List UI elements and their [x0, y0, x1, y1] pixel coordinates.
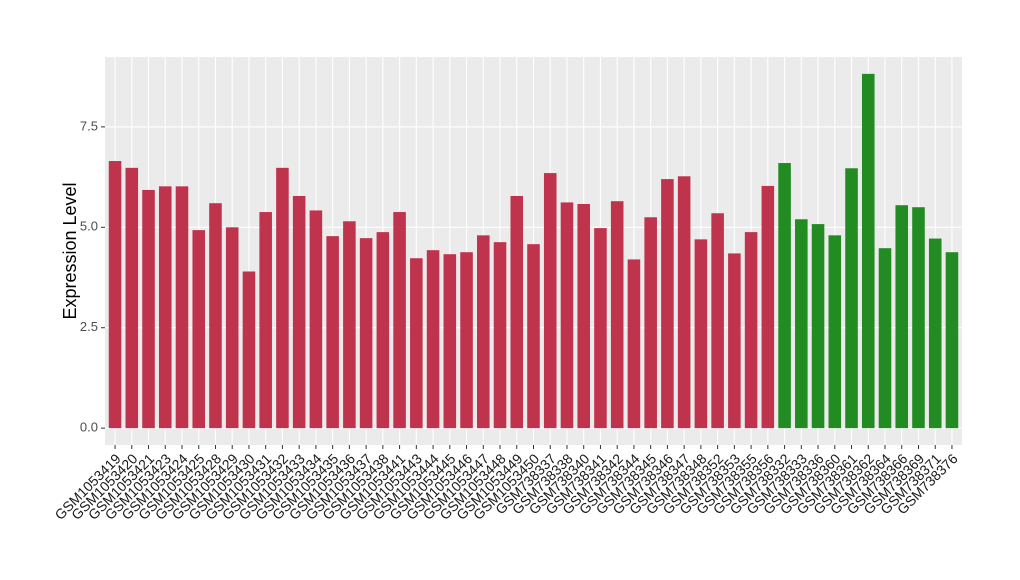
bar — [761, 185, 775, 429]
bar — [376, 232, 390, 429]
y-tick-label: 2.5 — [80, 319, 98, 334]
bar — [828, 235, 842, 429]
bar — [543, 173, 557, 429]
bar — [895, 205, 909, 429]
bar — [845, 168, 858, 429]
bar — [527, 244, 540, 429]
bar — [744, 232, 758, 429]
bar — [644, 217, 657, 429]
bar — [292, 195, 306, 429]
bar — [343, 221, 356, 429]
bar — [610, 201, 624, 429]
bar — [560, 202, 574, 429]
bar — [477, 235, 490, 429]
y-axis-label: Expression Level — [60, 182, 80, 319]
bar — [359, 238, 373, 429]
bar — [594, 228, 607, 429]
bar — [694, 239, 708, 429]
bar — [309, 210, 323, 429]
bar — [928, 238, 942, 429]
y-tick-label: 5.0 — [80, 219, 98, 234]
y-tick-label: 7.5 — [80, 118, 98, 133]
bar — [125, 167, 139, 429]
bar — [493, 242, 507, 429]
bar — [661, 179, 674, 429]
bar — [460, 252, 473, 429]
bar — [393, 212, 406, 429]
bar — [627, 259, 641, 429]
bar — [108, 161, 122, 429]
bar — [158, 186, 172, 429]
bar — [175, 186, 189, 429]
bar — [811, 224, 825, 429]
bar — [711, 213, 724, 429]
bar — [242, 271, 256, 429]
bar — [142, 189, 155, 429]
bar — [276, 167, 289, 429]
bar — [577, 204, 590, 429]
y-tick-label: 0.0 — [80, 420, 98, 435]
bar — [326, 236, 339, 429]
bar — [192, 230, 206, 429]
bar — [426, 250, 440, 429]
bar — [778, 163, 791, 429]
bar — [945, 252, 959, 429]
bar — [878, 248, 892, 429]
bar — [912, 207, 925, 429]
bar — [443, 254, 457, 429]
bar — [410, 258, 423, 429]
bar — [861, 73, 875, 429]
bar — [510, 195, 524, 429]
bar — [225, 227, 239, 429]
bar — [677, 176, 691, 429]
bar — [209, 203, 222, 429]
bar — [795, 219, 808, 429]
bar — [259, 212, 272, 429]
bar — [728, 253, 741, 429]
